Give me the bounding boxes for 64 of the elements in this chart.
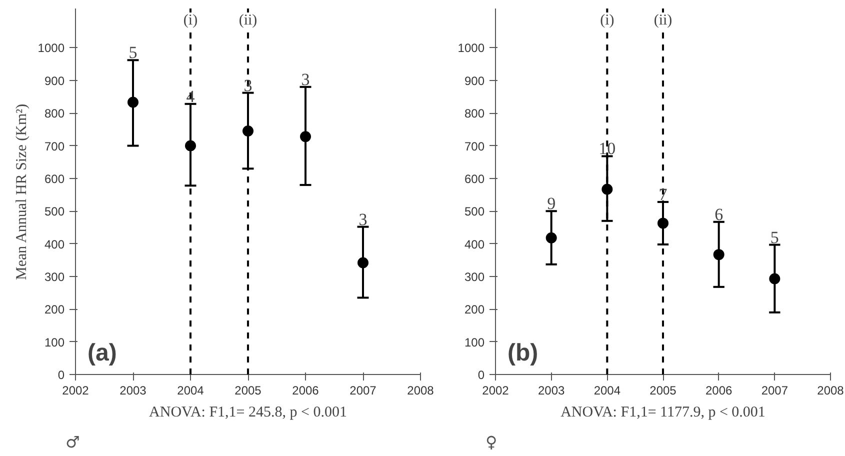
x-tick-label: 2006 bbox=[705, 384, 733, 398]
text: ANOVA: F1,1= 245.8, p < 0.001 bbox=[149, 404, 347, 420]
annotation: 5 bbox=[128, 43, 138, 62]
text: ANOVA: F1,1= 1177.9, p < 0.001 bbox=[560, 404, 766, 420]
ref-line-label: (i) bbox=[600, 12, 614, 28]
annotation: 3 bbox=[301, 70, 310, 89]
y-tick-label: 900 bbox=[44, 74, 65, 88]
annotation: (b) bbox=[508, 340, 538, 366]
x-tick-label: 2003 bbox=[538, 384, 566, 398]
y-tick-label: 1000 bbox=[38, 41, 65, 56]
x-tick-label: 2008 bbox=[817, 384, 844, 398]
y-tick-label: 900 bbox=[464, 74, 485, 88]
point bbox=[769, 273, 780, 284]
y-tick-label: 600 bbox=[464, 172, 485, 186]
y-tick-label: 200 bbox=[464, 302, 485, 317]
x-tick-label: 2004 bbox=[177, 384, 204, 398]
point bbox=[358, 257, 368, 268]
annotation: 3 bbox=[244, 76, 252, 95]
y-tick-label: 100 bbox=[44, 335, 65, 350]
point bbox=[713, 249, 724, 260]
y-tick-label: 700 bbox=[44, 139, 65, 154]
text: ♀ bbox=[486, 432, 498, 452]
x-tick-label: 2003 bbox=[120, 384, 147, 398]
y-tick-label: 200 bbox=[44, 302, 65, 317]
ref-line-label: (ii) bbox=[238, 12, 258, 28]
x-tick-label: 2005 bbox=[234, 384, 262, 398]
annotation: 6 bbox=[714, 204, 724, 224]
x-tick-label: 2005 bbox=[650, 384, 677, 398]
y-tick-label: 400 bbox=[44, 237, 65, 252]
y-tick-label: 300 bbox=[44, 270, 65, 284]
y-tick-label: 100 bbox=[464, 335, 485, 350]
annotation: 10 bbox=[598, 139, 616, 158]
x-tick-label: 2002 bbox=[482, 384, 510, 398]
x-tick-label: 2007 bbox=[350, 384, 377, 398]
y-tick-label: 0 bbox=[58, 368, 65, 382]
point bbox=[128, 96, 138, 108]
ref-line-label: (ii) bbox=[654, 12, 672, 28]
annotation: 3 bbox=[358, 210, 368, 229]
annotation: 9 bbox=[547, 194, 556, 214]
point bbox=[300, 131, 311, 142]
point bbox=[546, 232, 557, 244]
annotation: 4 bbox=[186, 86, 196, 106]
y-tick-label: 500 bbox=[44, 204, 65, 219]
x-tick-label: 2008 bbox=[407, 384, 434, 398]
y-tick-label: 800 bbox=[44, 106, 65, 121]
y-tick-label: 400 bbox=[464, 237, 485, 252]
annotation: (a) bbox=[88, 340, 117, 366]
y-tick-label: 500 bbox=[464, 204, 485, 219]
y-tick-label: 300 bbox=[464, 270, 485, 284]
y-tick-label: 1000 bbox=[458, 41, 485, 56]
y-tick-label: 700 bbox=[464, 139, 485, 154]
annotation: 7 bbox=[658, 184, 668, 204]
ref-line-label: (i) bbox=[183, 12, 198, 28]
point bbox=[658, 218, 668, 229]
annotation: 5 bbox=[770, 228, 779, 247]
text: ♂ bbox=[66, 432, 80, 452]
x-tick-label: 2007 bbox=[761, 384, 788, 398]
y-tick-label: 600 bbox=[44, 172, 65, 186]
y-tick-label: 0 bbox=[478, 368, 485, 382]
y-axis-title: Mean Annual HR Size (Km²) bbox=[14, 104, 30, 280]
x-tick-label: 2002 bbox=[62, 384, 90, 398]
x-tick-label: 2004 bbox=[594, 384, 621, 398]
y-tick-label: 800 bbox=[464, 106, 485, 121]
x-tick-label: 2006 bbox=[292, 384, 320, 398]
